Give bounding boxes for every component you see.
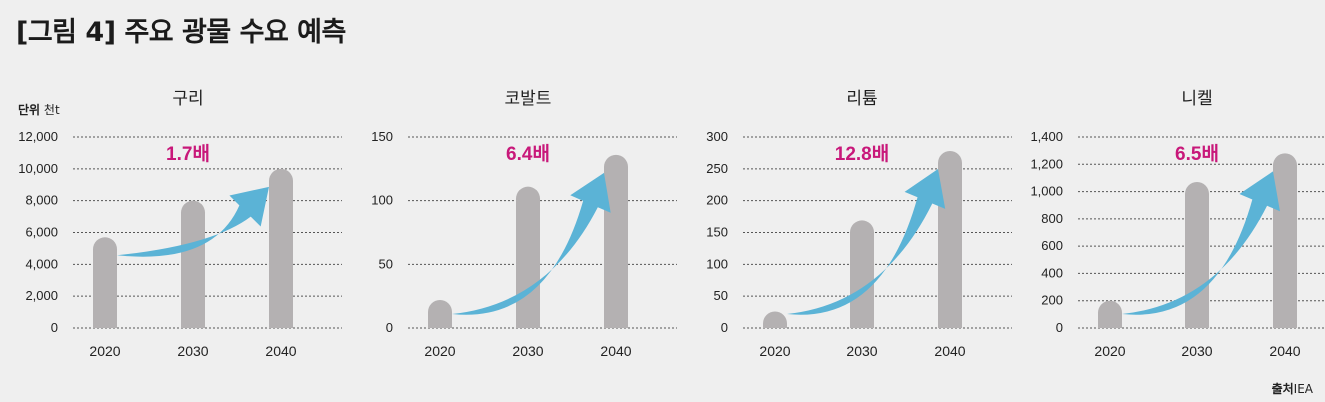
- y-tick-label: 4,000: [25, 256, 58, 271]
- y-tick-label: 6,000: [25, 225, 58, 240]
- bar-2020: [93, 237, 117, 328]
- x-tick-label: 2020: [759, 343, 790, 359]
- y-tick-label: 8,000: [25, 193, 58, 208]
- source-note: 출처IEA: [1272, 380, 1313, 397]
- unit-prefix: 단위: [18, 103, 41, 117]
- x-tick-label: 2040: [600, 343, 631, 359]
- y-tick-label: 200: [1041, 293, 1063, 308]
- unit-label: 단위 천t: [18, 101, 60, 118]
- y-tick-label: 50: [379, 256, 393, 271]
- y-tick-label: 800: [1041, 211, 1063, 226]
- chart-title: 코발트: [505, 89, 552, 108]
- chart-title: 니켈: [1181, 89, 1212, 108]
- growth-ratio-suffix: 배: [872, 143, 889, 165]
- bar-2030: [181, 200, 205, 328]
- y-tick-label: 1,200: [1030, 156, 1063, 171]
- y-tick-label: 600: [1041, 238, 1063, 253]
- figure-title: [그림 4] 주요 광물 수요 예측: [16, 17, 346, 48]
- growth-ratio-suffix: 배: [532, 143, 549, 165]
- chart-title: 리튬: [846, 89, 877, 108]
- x-tick-label: 2030: [1181, 343, 1212, 359]
- x-tick-label: 2020: [1094, 343, 1125, 359]
- y-tick-label: 0: [51, 320, 58, 335]
- y-tick-label: 100: [706, 256, 728, 271]
- growth-arrow: [117, 186, 269, 257]
- y-tick-label: 2,000: [25, 288, 58, 303]
- y-tick-label: 0: [721, 320, 728, 335]
- y-tick-label: 250: [706, 161, 728, 176]
- y-tick-label: 150: [371, 129, 393, 144]
- growth-ratio-suffix: 배: [192, 143, 209, 165]
- y-tick-label: 200: [706, 193, 728, 208]
- growth-ratio-number: 6.5: [1175, 144, 1202, 165]
- x-tick-label: 2040: [1269, 343, 1300, 359]
- bar-2030: [1185, 182, 1209, 328]
- y-tick-label: 300: [706, 129, 728, 144]
- y-tick-label: 0: [1056, 320, 1063, 335]
- source-value: IEA: [1293, 382, 1313, 396]
- bar-2030: [850, 220, 874, 328]
- x-tick-label: 2020: [424, 343, 455, 359]
- growth-arrow: [787, 169, 946, 315]
- y-tick-label: 0: [386, 320, 393, 335]
- growth-ratio-suffix: 배: [1201, 143, 1218, 165]
- y-tick-label: 100: [371, 193, 393, 208]
- growth-ratio-label: 6.5배: [1175, 143, 1219, 165]
- x-tick-label: 2040: [934, 343, 965, 359]
- bar-2020: [763, 311, 787, 328]
- unit-value: 천t: [43, 103, 60, 117]
- x-tick-label: 2030: [177, 343, 208, 359]
- bar-2040: [269, 168, 293, 328]
- growth-ratio-number: 12.8: [835, 144, 872, 165]
- x-tick-label: 2040: [265, 343, 296, 359]
- growth-ratio-number: 6.4: [506, 144, 533, 165]
- x-tick-label: 2030: [846, 343, 877, 359]
- bar-2040: [604, 154, 628, 328]
- y-tick-label: 1,400: [1030, 129, 1063, 144]
- y-tick-label: 400: [1041, 265, 1063, 280]
- growth-ratio-label: 1.7배: [166, 143, 210, 165]
- y-tick-label: 1,000: [1030, 184, 1063, 199]
- bar-2020: [1098, 300, 1122, 328]
- bar-2040: [1273, 153, 1297, 328]
- y-tick-label: 150: [706, 225, 728, 240]
- bar-2020: [428, 299, 452, 328]
- y-tick-label: 12,000: [18, 129, 58, 144]
- chart-title: 구리: [172, 89, 203, 108]
- growth-arrow: [1122, 171, 1280, 315]
- bar-2040: [938, 151, 962, 328]
- growth-ratio-label: 12.8배: [835, 143, 889, 165]
- bar-2030: [516, 186, 540, 328]
- growth-ratio-number: 1.7: [166, 144, 192, 165]
- y-tick-label: 50: [714, 288, 728, 303]
- x-tick-label: 2020: [89, 343, 120, 359]
- source-prefix: 출처: [1271, 382, 1294, 396]
- growth-arrow: [452, 172, 611, 315]
- y-tick-label: 10,000: [18, 161, 58, 176]
- x-tick-label: 2030: [512, 343, 543, 359]
- growth-ratio-label: 6.4배: [506, 143, 550, 165]
